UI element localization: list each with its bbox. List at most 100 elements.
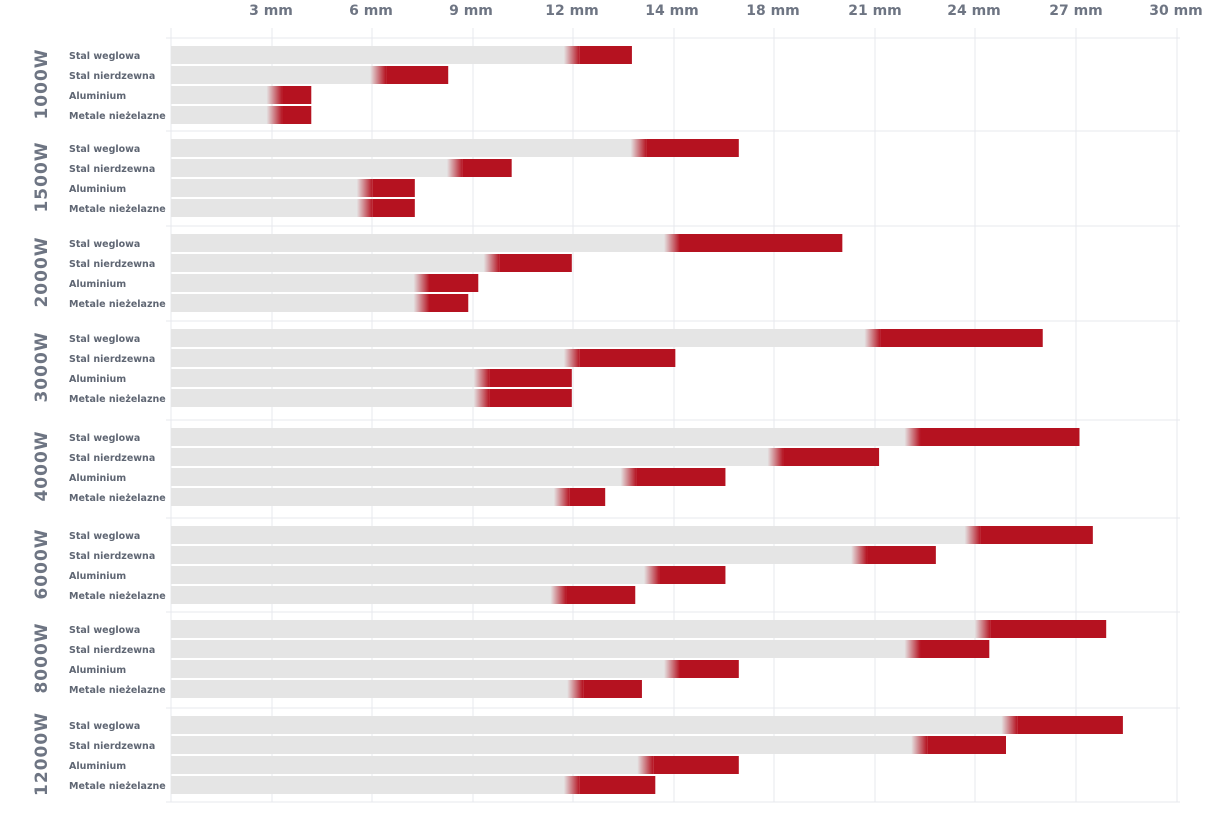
power-group: 4000W Stal weglowa Stal nierdzewna Aluminiu… [32, 428, 1080, 506]
bar-transition-segment [567, 680, 584, 698]
bar-transition-segment [446, 159, 463, 177]
power-label: 1000W [32, 48, 52, 119]
bar-base-segment [171, 294, 422, 312]
bar-base-segment [171, 660, 672, 678]
bar-transition-segment [563, 46, 580, 64]
power-group: 3000W Stal weglowa Stal nierdzewna Aluminiu… [32, 329, 1043, 407]
bar-max-segment [489, 369, 572, 387]
bar-transition-segment [904, 428, 921, 446]
bar-base-segment [171, 488, 562, 506]
bar-max-segment [980, 526, 1093, 544]
bar-transition-segment [904, 640, 921, 658]
bar-max-segment [386, 66, 449, 84]
bar-transition-segment [356, 179, 373, 197]
bar-base-segment [171, 468, 629, 486]
bar-transition-segment [974, 620, 991, 638]
bar-max-segment [372, 179, 415, 197]
power-group: 1000W Stal weglowa Stal nierdzewna Aluminiu… [32, 46, 632, 124]
bar-base-segment [171, 234, 672, 252]
power-groups: 1000W Stal weglowa Stal nierdzewna Aluminiu… [32, 46, 1123, 796]
power-group: 8000W Stal weglowa Stal nierdzewna Aluminiu… [32, 620, 1107, 698]
material-label: Stal weglowa [69, 531, 140, 542]
bar-transition-segment [550, 586, 567, 604]
x-axis-tick-labels: 3 mm 6 mm 9 mm 12 mm 14 mm 18 mm 21 mm 24 mm 27 … [249, 3, 1203, 19]
material-label: Stal weglowa [69, 239, 140, 250]
bar-transition-segment [620, 468, 637, 486]
bar-max-segment [282, 106, 312, 124]
material-label: Stal weglowa [69, 51, 140, 62]
bar-base-segment [171, 776, 572, 794]
bar-transition-segment [643, 566, 660, 584]
material-label: Aluminium [69, 473, 126, 484]
material-label: Metale nieżelazne [69, 299, 166, 310]
material-label: Stal weglowa [69, 144, 140, 155]
bar-max-segment [659, 566, 726, 584]
bar-base-segment [171, 736, 920, 754]
bar-max-segment [429, 274, 479, 292]
bar-transition-segment [553, 488, 570, 506]
power-label: 6000W [32, 528, 52, 599]
power-label: 8000W [32, 622, 52, 693]
bar-base-segment [171, 139, 639, 157]
power-group: 12000W Stal weglowa Stal nierdzewna Alumini… [32, 712, 1123, 796]
bar-max-segment [880, 329, 1043, 347]
bar-transition-segment [630, 139, 647, 157]
bar-max-segment [489, 389, 572, 407]
bar-transition-segment [356, 199, 373, 217]
bar-base-segment [171, 716, 1010, 734]
material-label: Stal nierdzewna [69, 259, 155, 270]
x-tick-label: 9 mm [449, 3, 493, 19]
material-label: Metale nieżelazne [69, 394, 166, 405]
bar-max-segment [653, 756, 739, 774]
material-label: Stal nierdzewna [69, 551, 155, 562]
bar-transition-segment [851, 546, 868, 564]
material-label: Stal nierdzewna [69, 741, 155, 752]
material-label: Aluminium [69, 279, 126, 290]
material-label: Aluminium [69, 374, 126, 385]
bar-transition-segment [266, 86, 283, 104]
bar-transition-segment [637, 756, 654, 774]
bar-base-segment [171, 369, 482, 387]
bar-transition-segment [864, 329, 881, 347]
bar-base-segment [171, 756, 646, 774]
bar-max-segment [927, 736, 1006, 754]
x-tick-label: 30 mm [1149, 3, 1203, 19]
bar-transition-segment [370, 66, 387, 84]
bar-base-segment [171, 46, 572, 64]
bar-max-segment [990, 620, 1107, 638]
x-tick-label: 12 mm [545, 3, 599, 19]
power-label: 4000W [32, 430, 52, 501]
power-group: 1500W Stal weglowa Stal nierdzewna Aluminiu… [32, 139, 739, 217]
bar-base-segment [171, 179, 365, 197]
bar-transition-segment [664, 660, 680, 678]
bar-max-segment [867, 546, 936, 564]
power-group: 2000W Stal weglowa Stal nierdzewna Aluminiu… [32, 234, 843, 312]
bar-max-segment [783, 448, 880, 466]
bar-max-segment [680, 234, 843, 252]
x-tick-label: 21 mm [848, 3, 902, 19]
bar-max-segment [499, 254, 572, 272]
material-label: Stal nierdzewna [69, 354, 155, 365]
material-label: Stal nierdzewna [69, 453, 155, 464]
material-label: Stal nierdzewna [69, 645, 155, 656]
bar-max-segment [1017, 716, 1123, 734]
bar-transition-segment [483, 254, 500, 272]
material-label: Metale nieżelazne [69, 685, 166, 696]
bar-base-segment [171, 448, 776, 466]
bar-max-segment [680, 660, 739, 678]
bar-transition-segment [767, 448, 784, 466]
bar-base-segment [171, 199, 365, 217]
power-label: 3000W [32, 331, 52, 402]
bar-max-segment [372, 199, 415, 217]
bar-base-segment [171, 389, 482, 407]
bar-base-segment [171, 159, 455, 177]
material-label: Stal weglowa [69, 334, 140, 345]
bar-base-segment [171, 640, 913, 658]
material-label: Metale nieżelazne [69, 204, 166, 215]
bar-max-segment [579, 349, 676, 367]
x-tick-label: 27 mm [1049, 3, 1103, 19]
bar-transition-segment [473, 389, 490, 407]
bar-base-segment [171, 620, 983, 638]
material-label: Aluminium [69, 761, 126, 772]
bar-base-segment [171, 329, 873, 347]
